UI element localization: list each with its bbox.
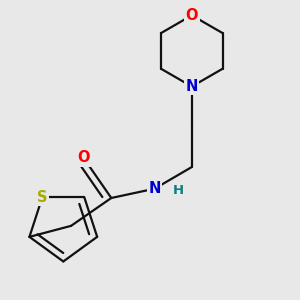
Text: O: O <box>185 8 198 23</box>
Text: H: H <box>172 184 183 197</box>
Text: N: N <box>148 181 161 196</box>
Text: S: S <box>37 190 48 205</box>
Text: N: N <box>186 79 198 94</box>
Text: O: O <box>77 150 90 165</box>
